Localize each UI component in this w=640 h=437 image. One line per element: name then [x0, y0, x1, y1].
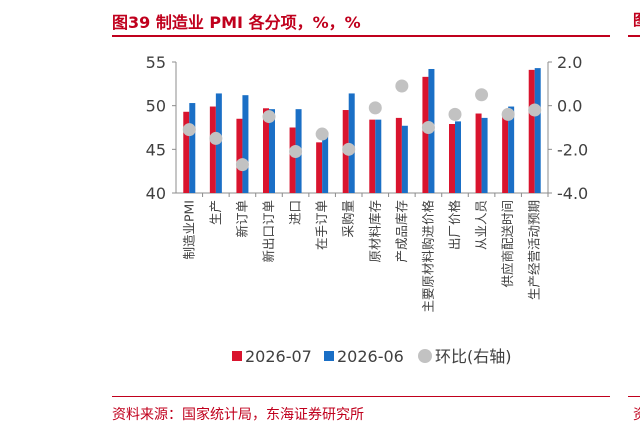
bar-2026-07 [209, 106, 216, 193]
mom-point [501, 107, 515, 121]
right-tick-label: 0.0 [557, 97, 582, 116]
category-label: 制造业PMI [181, 200, 196, 260]
mom-point [395, 79, 409, 93]
category-label: 进口 [288, 200, 303, 225]
mom-point [475, 88, 489, 102]
right-tick-label: 2.0 [557, 53, 582, 72]
category-label: 新出口订单 [261, 200, 276, 263]
mom-point [235, 158, 249, 172]
bar-2026-06 [375, 119, 382, 193]
bar-2026-06 [401, 125, 408, 193]
right-tick-label: -2.0 [557, 140, 588, 159]
bar-2026-07 [183, 111, 190, 193]
category-label: 供应商配送时间 [500, 200, 515, 288]
left-tick-label: 55 [146, 53, 166, 72]
mom-point [182, 123, 196, 137]
left-tick-label: 50 [146, 97, 166, 116]
mom-point [528, 103, 542, 117]
bar-2026-06 [534, 68, 541, 193]
bar-2026-07 [422, 76, 429, 193]
bar-2026-07 [449, 124, 455, 193]
category-label: 生产经营活动预期 [527, 200, 542, 300]
category-label: 从业人员 [474, 200, 489, 250]
adjacent-figure-rule [628, 35, 640, 37]
bar-2026-06 [189, 103, 196, 193]
figure-title: 图39 制造业 PMI 各分项，%，% [112, 13, 361, 32]
mom-point [315, 127, 329, 141]
title-rule [112, 35, 610, 37]
bar-2026-07 [369, 119, 376, 193]
adjacent-source-fragment: 资 [633, 404, 640, 424]
bar-2026-07 [502, 115, 509, 193]
legend-label-2026-06: 2026-06 [337, 347, 404, 366]
adjacent-figure-title-fragment: 图 [633, 9, 640, 30]
category-label: 新订单 [234, 200, 249, 238]
legend-swatch-2026-07 [232, 351, 242, 361]
right-tick-label: -4.0 [557, 184, 588, 203]
bar-2026-07 [395, 117, 402, 193]
source-note: 资料来源：国家统计局，东海证券研究所 [112, 407, 364, 423]
bar-2026-07 [528, 69, 535, 193]
category-label: 主要原材料购进价格 [420, 200, 435, 313]
mom-point [342, 142, 356, 156]
bar-2026-07 [289, 127, 296, 193]
left-tick-label: 45 [146, 140, 166, 159]
legend-marker-mom [418, 349, 432, 363]
legend-label-mom: 环比(右轴) [435, 347, 512, 366]
bar-2026-06 [455, 121, 461, 193]
category-label: 生产 [208, 200, 223, 225]
bar-2026-07 [263, 108, 269, 193]
bar-2026-06 [322, 131, 329, 193]
bar-2026-06 [242, 95, 249, 193]
bar-2026-07 [475, 113, 482, 193]
mom-point [448, 107, 462, 121]
bar-2026-06 [508, 106, 515, 193]
source-rule [112, 396, 610, 397]
category-label: 原材料库存 [367, 200, 382, 263]
bar-2026-07 [236, 118, 243, 193]
mom-point [368, 101, 382, 115]
mom-point [289, 145, 303, 159]
bar-2026-06 [348, 93, 355, 193]
mom-point [262, 110, 276, 124]
mom-point [209, 131, 223, 145]
adjacent-source-rule [628, 396, 640, 397]
category-label: 在手订单 [314, 200, 329, 250]
bar-2026-06 [481, 117, 488, 193]
legend-swatch-2026-06 [324, 351, 334, 361]
category-label: 出厂价格 [447, 200, 462, 251]
left-tick-label: 40 [146, 184, 166, 203]
bar-2026-07 [316, 142, 323, 193]
category-label: 采购量 [341, 200, 356, 238]
bar-2026-06 [269, 109, 275, 193]
legend-label-2026-07: 2026-07 [245, 347, 312, 366]
mom-point [421, 121, 435, 134]
category-label: 产成品库存 [394, 200, 409, 263]
